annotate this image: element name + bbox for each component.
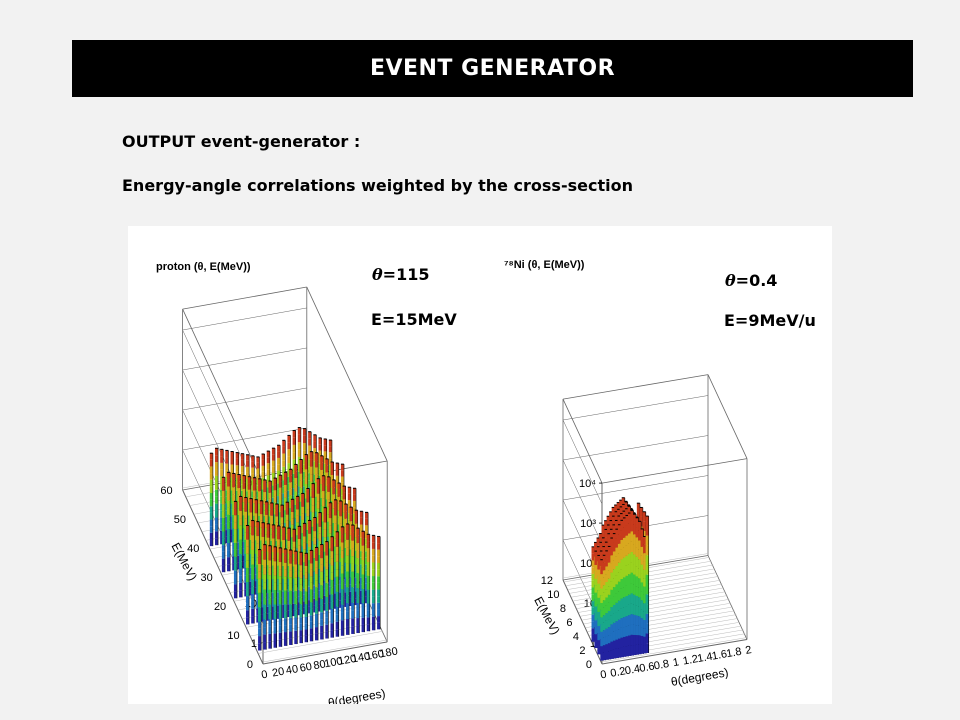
box-edge [562, 374, 709, 400]
x-axis [601, 639, 748, 665]
annotation-left-theta: θ=115 [372, 265, 429, 284]
y-axis [182, 489, 264, 665]
z-tick-label: 10⁴ [579, 478, 596, 490]
z-gridline [562, 459, 603, 545]
title-bar: EVENT GENERATOR [72, 40, 913, 97]
subtitle-correlations: Energy-angle correlations weighted by th… [122, 176, 633, 195]
z-gridline [182, 387, 307, 411]
floor-line [262, 639, 388, 663]
y-tick-label: 10 [227, 630, 239, 642]
theta-value: =0.4 [735, 271, 778, 290]
x-tick-label: 0 [599, 669, 607, 682]
box-edge [601, 458, 748, 484]
z-gridline [562, 435, 709, 461]
z-gridline [562, 395, 709, 421]
z-tick-label: 1 [590, 638, 596, 650]
x-tick-label: 140 [351, 650, 371, 665]
x-tick-label: 2 [744, 644, 752, 657]
x-tick-label: 60 [299, 661, 313, 675]
x-tick-label: 0.8 [653, 658, 670, 672]
box-edge [562, 398, 603, 484]
x-tick-label: 40 [285, 663, 299, 677]
box-edge [182, 308, 264, 484]
subtitle-output: OUTPUT event-generator : [122, 132, 361, 151]
box-edge [182, 286, 307, 310]
y-tick-label: 50 [174, 514, 186, 526]
chart-title: proton (θ, E(MeV)) [156, 261, 251, 273]
x-tick-label: 0 [260, 669, 268, 682]
y-tick-label: 2 [579, 645, 585, 657]
y-tick-label: 4 [573, 631, 579, 643]
x-tick-label: 120 [337, 653, 357, 668]
y-tick-label: 20 [214, 601, 226, 613]
lego-charts: proton (θ, E(MeV))11010²10³10⁴0204060801… [156, 259, 753, 704]
x-tick-label: 1.6 [711, 648, 728, 662]
x-tick-label: 20 [271, 666, 285, 680]
z-gridline [182, 307, 307, 331]
floor-line [601, 637, 748, 663]
y-tick-label: 10 [547, 589, 559, 601]
z-gridline [182, 427, 307, 451]
x-tick-label: 180 [379, 645, 399, 660]
y-axis [562, 579, 603, 665]
z-tick-label: 1 [251, 638, 257, 650]
z-gridline [562, 475, 709, 501]
x-tick-label: 160 [365, 648, 385, 663]
box-edge [707, 555, 748, 640]
x-tick-label: 1.8 [725, 646, 742, 660]
x-axis-label: θ(degrees) [670, 665, 730, 689]
annotation-right-energy: E=9MeV/u [724, 311, 816, 330]
theta-value: =115 [382, 265, 430, 284]
y-tick-label: 30 [201, 572, 213, 584]
x-tick-label: 1.2 [682, 653, 699, 667]
y-tick-label: 60 [160, 485, 172, 497]
y-tick-label: 8 [560, 603, 566, 615]
x-tick-label: 0.2 [609, 665, 626, 679]
x-axis-label: θ(degrees) [327, 686, 387, 704]
box-edge [306, 286, 388, 462]
x-tick-label: 1.4 [696, 651, 713, 665]
x-tick-label: 0.4 [624, 663, 641, 677]
z-gridline [562, 419, 603, 505]
x-tick-label: 100 [323, 655, 343, 670]
annotation-left-energy: E=15MeV [371, 310, 457, 329]
x-tick-label: 80 [313, 658, 327, 672]
y-tick-label: 0 [247, 659, 253, 671]
y-tick-label: 12 [541, 575, 553, 587]
chart-title: ⁷⁸Ni (θ, E(MeV)) [504, 259, 585, 271]
z-gridline [182, 347, 307, 371]
y-tick-label: 6 [566, 617, 572, 629]
annotation-right-theta: θ=0.4 [725, 271, 777, 290]
x-tick-label: 1 [672, 656, 680, 669]
x-tick-label: 0.6 [638, 660, 655, 674]
x-axis [262, 641, 388, 665]
floor-line [246, 604, 372, 628]
floor-line [258, 631, 384, 654]
box-edge [707, 374, 748, 459]
theta-symbol: θ [372, 265, 383, 284]
z-tick-label: 10³ [580, 518, 596, 530]
page-title: EVENT GENERATOR [369, 56, 616, 81]
y-tick-label: 40 [187, 543, 199, 555]
theta-symbol: θ [725, 271, 736, 290]
y-tick-label: 0 [586, 659, 592, 671]
z-gridline [182, 329, 264, 505]
figure-panel: proton (θ, E(MeV))11010²10³10⁴0204060801… [128, 226, 832, 704]
